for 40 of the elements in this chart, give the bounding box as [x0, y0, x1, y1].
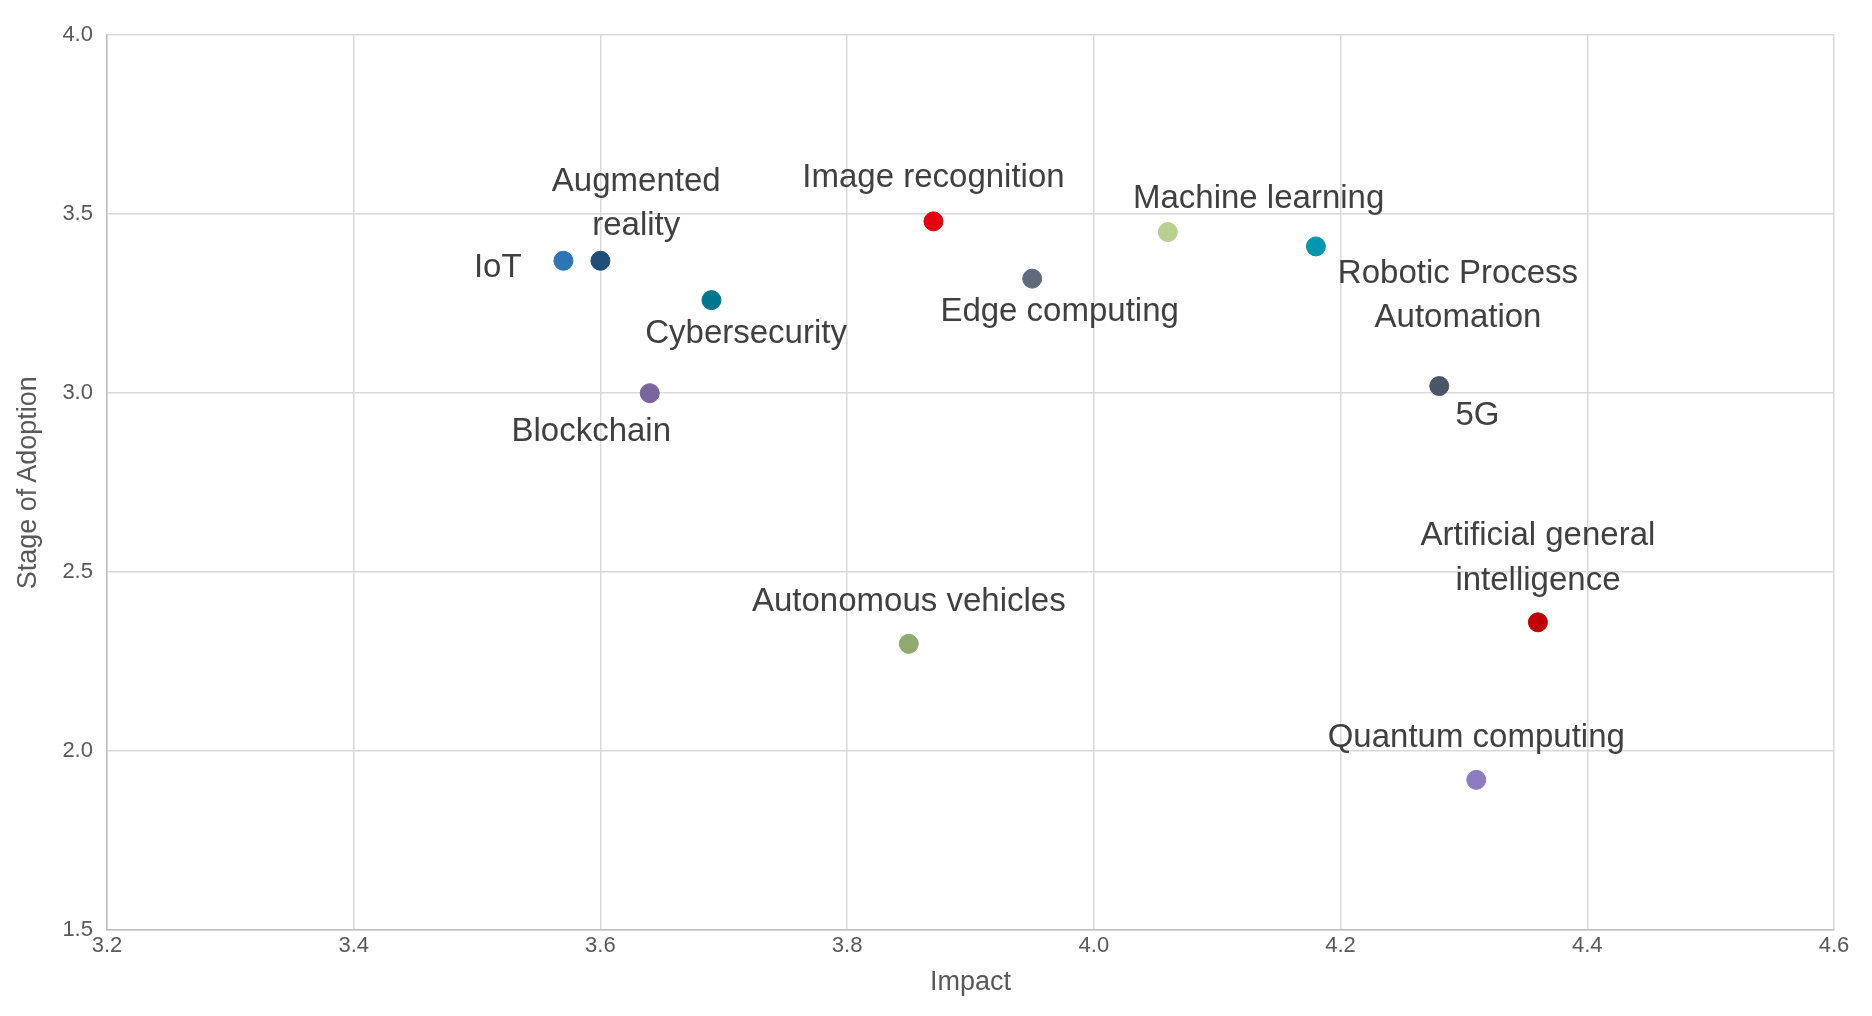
x-tick-label: 3.6 — [585, 932, 616, 958]
point — [1527, 612, 1548, 633]
x-tick-label: 3.4 — [338, 932, 369, 958]
point — [553, 250, 574, 271]
series-label: 5G — [1455, 394, 1500, 432]
series-label: Blockchain — [511, 410, 672, 448]
point — [701, 290, 722, 311]
point — [1466, 769, 1487, 790]
y-tick-label: 2.5 — [62, 558, 93, 584]
y-tick-label: 2.0 — [62, 737, 93, 763]
point — [923, 211, 944, 232]
series-label: Cybersecurity — [645, 312, 848, 350]
point — [639, 383, 660, 404]
x-tick-label: 3.8 — [831, 932, 863, 958]
series-label: Augmented reality — [551, 161, 721, 243]
y-axis-title: Stage of Adoption — [11, 376, 42, 590]
series-label: Robotic Process Automation — [1337, 252, 1579, 335]
point — [1429, 376, 1450, 397]
x-tick-label: 4.6 — [1818, 932, 1850, 958]
x-axis-title: Impact — [929, 966, 1012, 997]
series-label: Autonomous vehicles — [751, 581, 1066, 619]
point — [1157, 222, 1178, 243]
point — [898, 633, 919, 654]
point — [590, 250, 611, 271]
x-tick-label: 4.0 — [1078, 932, 1110, 958]
x-tick-label: 3.2 — [91, 932, 123, 958]
point — [1022, 268, 1043, 289]
series-label: Image recognition — [802, 157, 1065, 195]
y-tick-label: 4.0 — [62, 21, 93, 47]
point — [1305, 236, 1326, 257]
x-tick-label: 4.4 — [1571, 932, 1603, 958]
y-tick-label: 3.5 — [62, 200, 93, 226]
series-label: Quantum computing — [1327, 717, 1625, 755]
y-tick-label: 1.5 — [62, 916, 93, 942]
y-tick-label: 3.0 — [62, 379, 93, 405]
series-label: IoT — [473, 247, 522, 284]
series-label: Artificial general intelligence — [1420, 515, 1656, 597]
series-label: Edge computing — [940, 291, 1179, 329]
series-label: Machine learning — [1132, 177, 1385, 215]
x-tick-label: 4.2 — [1325, 932, 1356, 958]
